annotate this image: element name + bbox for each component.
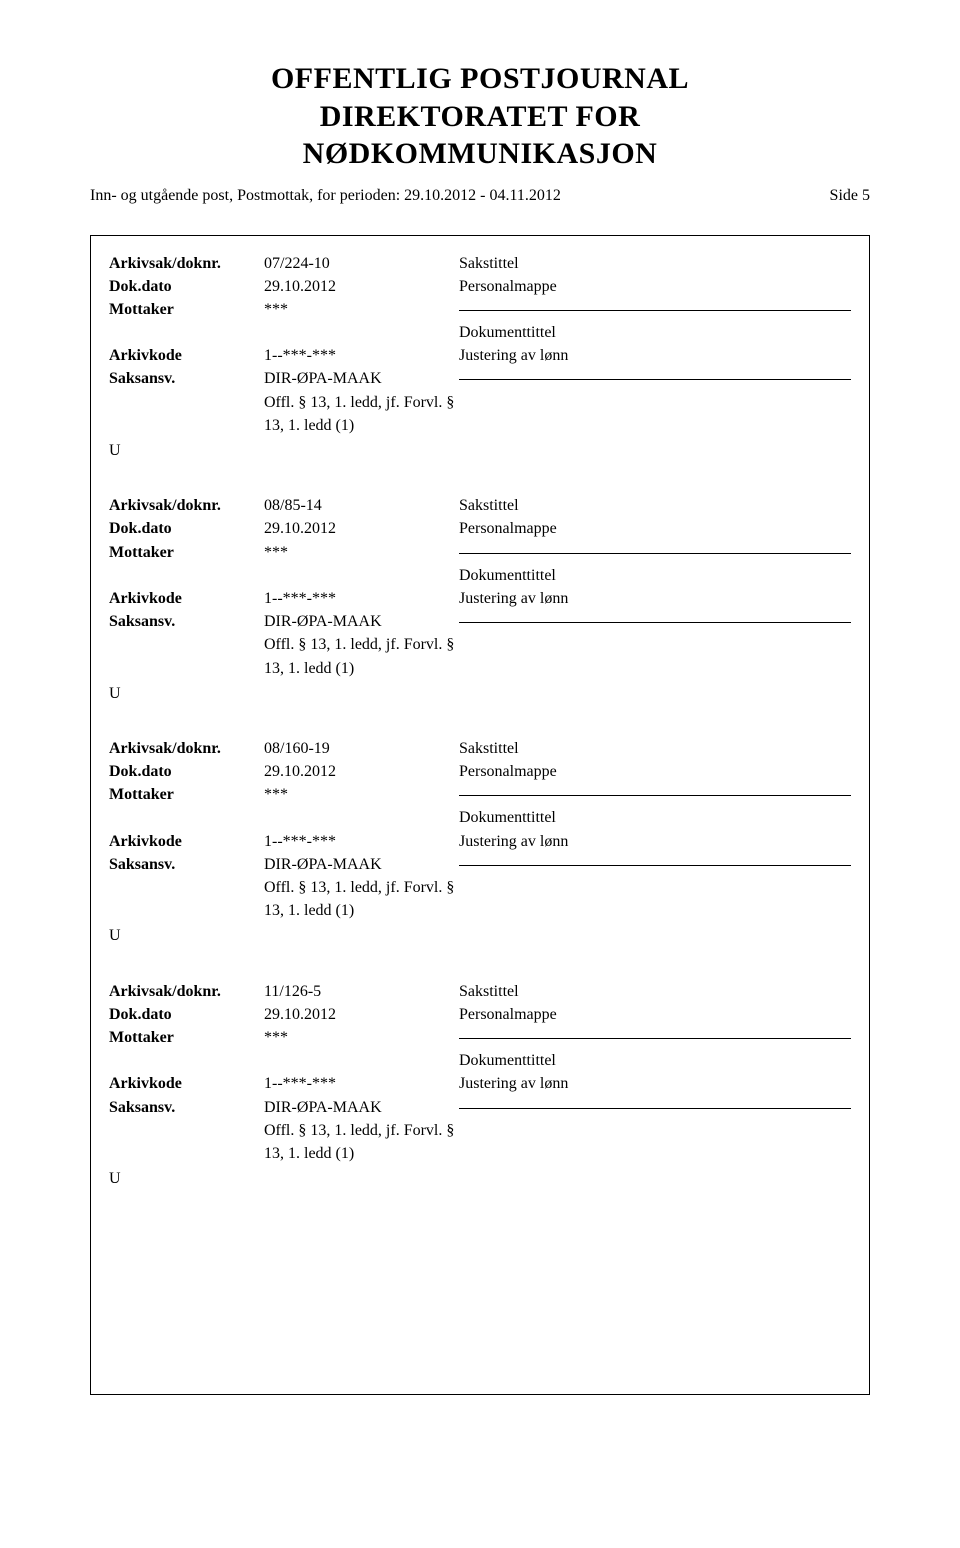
value-offl-2: 13, 1. ledd (1): [264, 899, 459, 922]
record-type-letter: U: [109, 439, 851, 462]
divider-line: [459, 1108, 851, 1109]
page-title: OFFENTLIG POSTJOURNAL DIREKTORATET FOR N…: [90, 60, 870, 173]
value-arkivkode: 1--***-***: [264, 1072, 459, 1095]
title-line-1: OFFENTLIG POSTJOURNAL: [271, 62, 689, 95]
label-saksansv: Saksansv.: [109, 853, 264, 876]
value-personalmappe: Personalmappe: [459, 1003, 851, 1026]
value-personalmappe: Personalmappe: [459, 275, 851, 298]
value-dokdato: 29.10.2012: [264, 275, 459, 298]
value-justering: Justering av lønn: [459, 830, 851, 853]
label-arkivsak: Arkivsak/doknr.: [109, 252, 264, 275]
label-sakstittel: Sakstittel: [459, 494, 851, 517]
value-offl-2: 13, 1. ledd (1): [264, 1142, 459, 1165]
title-line-2: DIREKTORATET FOR: [320, 100, 641, 133]
journal-record: Arkivsak/doknr. 11/126-5 Sakstittel Dok.…: [109, 980, 851, 1191]
divider-line: [459, 622, 851, 623]
label-arkivsak: Arkivsak/doknr.: [109, 980, 264, 1003]
value-personalmappe: Personalmappe: [459, 517, 851, 540]
records-container: Arkivsak/doknr. 07/224-10 Sakstittel Dok…: [90, 235, 870, 1395]
divider-line: [459, 1038, 851, 1039]
value-dokdato: 29.10.2012: [264, 517, 459, 540]
value-saksansv: DIR-ØPA-MAAK: [264, 853, 459, 876]
label-mottaker: Mottaker: [109, 783, 264, 806]
value-offl-1: Offl. § 13, 1. ledd, jf. Forvl. §: [264, 633, 459, 656]
label-arkivkode: Arkivkode: [109, 587, 264, 610]
label-dokdato: Dok.dato: [109, 760, 264, 783]
label-saksansv: Saksansv.: [109, 367, 264, 390]
value-arkivsak: 07/224-10: [264, 252, 459, 275]
value-offl-2: 13, 1. ledd (1): [264, 657, 459, 680]
value-dokdato: 29.10.2012: [264, 1003, 459, 1026]
journal-record: Arkivsak/doknr. 08/85-14 Sakstittel Dok.…: [109, 494, 851, 705]
record-type-letter: U: [109, 924, 851, 947]
label-dokumenttittel: Dokumenttittel: [459, 321, 851, 344]
label-arkivkode: Arkivkode: [109, 344, 264, 367]
value-saksansv: DIR-ØPA-MAAK: [264, 610, 459, 633]
label-arkivsak: Arkivsak/doknr.: [109, 737, 264, 760]
label-dokumenttittel: Dokumenttittel: [459, 1049, 851, 1072]
value-mottaker: ***: [264, 783, 459, 806]
subheader-row: Inn- og utgående post, Postmottak, for p…: [90, 187, 870, 205]
value-arkivsak: 11/126-5: [264, 980, 459, 1003]
divider-line: [459, 310, 851, 311]
value-saksansv: DIR-ØPA-MAAK: [264, 1096, 459, 1119]
label-mottaker: Mottaker: [109, 541, 264, 564]
label-dokdato: Dok.dato: [109, 517, 264, 540]
value-offl-2: 13, 1. ledd (1): [264, 414, 459, 437]
value-arkivsak: 08/160-19: [264, 737, 459, 760]
title-line-3: NØDKOMMUNIKASJON: [303, 137, 658, 170]
page-number: Side 5: [830, 187, 870, 205]
value-dokdato: 29.10.2012: [264, 760, 459, 783]
label-mottaker: Mottaker: [109, 1026, 264, 1049]
label-arkivkode: Arkivkode: [109, 1072, 264, 1095]
value-arkivsak: 08/85-14: [264, 494, 459, 517]
value-offl-1: Offl. § 13, 1. ledd, jf. Forvl. §: [264, 1119, 459, 1142]
record-type-letter: U: [109, 1167, 851, 1190]
label-sakstittel: Sakstittel: [459, 737, 851, 760]
value-personalmappe: Personalmappe: [459, 760, 851, 783]
label-dokumenttittel: Dokumenttittel: [459, 564, 851, 587]
label-dokdato: Dok.dato: [109, 1003, 264, 1026]
value-justering: Justering av lønn: [459, 587, 851, 610]
divider-line: [459, 379, 851, 380]
label-mottaker: Mottaker: [109, 298, 264, 321]
label-dokumenttittel: Dokumenttittel: [459, 806, 851, 829]
label-saksansv: Saksansv.: [109, 1096, 264, 1119]
journal-record: Arkivsak/doknr. 07/224-10 Sakstittel Dok…: [109, 252, 851, 463]
value-justering: Justering av lønn: [459, 344, 851, 367]
period-text: Inn- og utgående post, Postmottak, for p…: [90, 187, 561, 205]
label-dokdato: Dok.dato: [109, 275, 264, 298]
value-justering: Justering av lønn: [459, 1072, 851, 1095]
value-arkivkode: 1--***-***: [264, 830, 459, 853]
label-saksansv: Saksansv.: [109, 610, 264, 633]
journal-record: Arkivsak/doknr. 08/160-19 Sakstittel Dok…: [109, 737, 851, 948]
value-mottaker: ***: [264, 298, 459, 321]
label-sakstittel: Sakstittel: [459, 252, 851, 275]
label-arkivkode: Arkivkode: [109, 830, 264, 853]
label-sakstittel: Sakstittel: [459, 980, 851, 1003]
divider-line: [459, 553, 851, 554]
value-saksansv: DIR-ØPA-MAAK: [264, 367, 459, 390]
record-type-letter: U: [109, 682, 851, 705]
page-header: OFFENTLIG POSTJOURNAL DIREKTORATET FOR N…: [90, 60, 870, 173]
value-mottaker: ***: [264, 541, 459, 564]
divider-line: [459, 795, 851, 796]
value-arkivkode: 1--***-***: [264, 344, 459, 367]
value-offl-1: Offl. § 13, 1. ledd, jf. Forvl. §: [264, 876, 459, 899]
value-arkivkode: 1--***-***: [264, 587, 459, 610]
value-mottaker: ***: [264, 1026, 459, 1049]
value-offl-1: Offl. § 13, 1. ledd, jf. Forvl. §: [264, 391, 459, 414]
label-arkivsak: Arkivsak/doknr.: [109, 494, 264, 517]
divider-line: [459, 865, 851, 866]
